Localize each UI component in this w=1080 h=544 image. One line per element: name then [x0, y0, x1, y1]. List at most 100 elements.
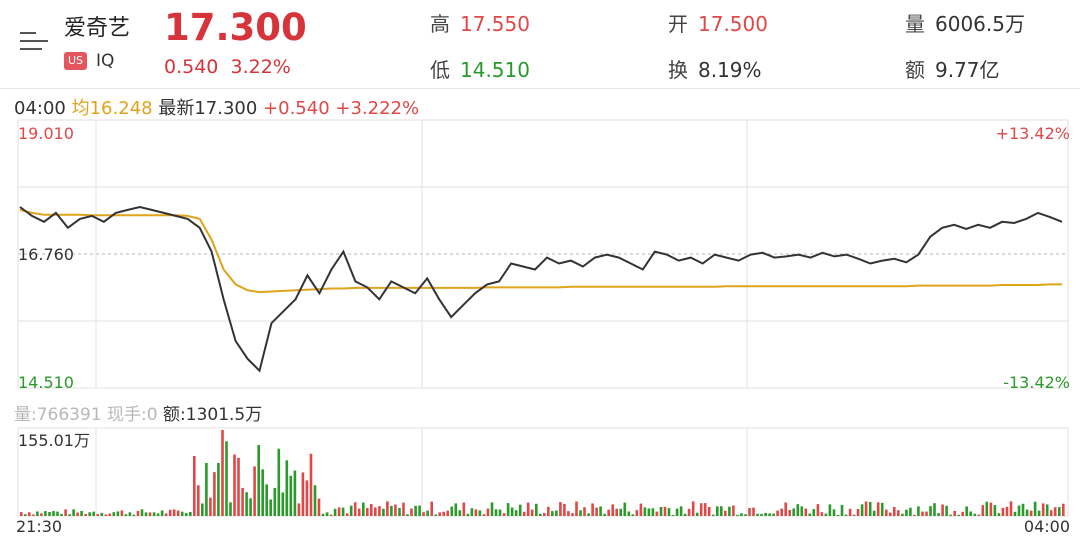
- volume-bar: [1017, 505, 1021, 516]
- volume-bar: [724, 510, 727, 516]
- volume-bar: [965, 506, 968, 516]
- volume-bar: [474, 509, 478, 516]
- volume-bar: [261, 469, 264, 516]
- info-avg-value: 16.248: [89, 98, 153, 119]
- volume-bar: [144, 512, 148, 516]
- volume-bar: [776, 510, 779, 516]
- stock-name: 爱奇艺: [64, 16, 131, 41]
- volume-bar: [961, 511, 964, 516]
- volume-bar: [941, 504, 944, 516]
- volume-bar: [221, 430, 224, 516]
- volume-bar: [933, 503, 936, 516]
- volume-bar: [607, 509, 610, 516]
- volume-bar: [293, 470, 297, 516]
- volume-bar: [406, 514, 409, 516]
- change-percent: 3.22%: [230, 56, 291, 78]
- volume-bar: [848, 508, 852, 516]
- volume-bar: [683, 513, 687, 516]
- volume-bar: [587, 513, 590, 516]
- vol-max-label: 155.01万: [18, 431, 90, 450]
- stat-open-label: 开: [668, 12, 688, 36]
- info-avg-label: 均: [71, 98, 90, 119]
- menu-icon[interactable]: [20, 30, 48, 52]
- stat-volume-label: 量: [905, 12, 925, 36]
- volume-bar: [184, 513, 188, 516]
- volume-bar: [180, 511, 184, 516]
- volume-bar: [64, 509, 67, 516]
- volume-bar: [535, 503, 538, 516]
- x-start-label: 21:30: [16, 517, 62, 536]
- volume-bar: [104, 514, 108, 516]
- volume-bar: [498, 509, 502, 516]
- volume-bar: [981, 505, 985, 516]
- y-tick-bottom: 14.510: [18, 373, 74, 392]
- volume-bar: [136, 510, 140, 516]
- volume-bar: [80, 511, 83, 516]
- volume-bar: [635, 510, 639, 516]
- pct-bottom: -13.42%: [1003, 373, 1070, 392]
- volume-bar: [816, 504, 820, 516]
- volume-bar: [567, 511, 570, 516]
- volume-bar: [667, 508, 671, 516]
- volume-bar: [530, 509, 534, 516]
- volume-bar: [539, 513, 542, 516]
- volume-bar: [675, 508, 679, 516]
- stat-turnover: 换 8.19%: [668, 54, 762, 83]
- volume-bar: [768, 513, 771, 516]
- info-bar: 04:00 均16.248 最新17.300 +0.540 +3.222%: [14, 94, 419, 120]
- price-line: [19, 205, 1063, 373]
- volume-bar: [651, 508, 655, 516]
- hand-value: 0: [146, 405, 158, 425]
- volume-bar: [108, 513, 112, 516]
- volume-bar: [671, 515, 675, 516]
- volume-bar: [957, 514, 960, 516]
- volume-bar: [502, 513, 506, 516]
- y-tick-mid: 16.760: [18, 245, 74, 264]
- volume-bar: [1053, 507, 1057, 516]
- volume-bar: [1025, 509, 1029, 516]
- volume-bar: [56, 511, 59, 516]
- volume-bar: [1037, 510, 1041, 516]
- volume-bar: [555, 510, 558, 516]
- volume-bar: [1001, 507, 1005, 516]
- volume-bar: [893, 507, 896, 516]
- volume-bar: [430, 501, 433, 516]
- volume-bar: [575, 501, 578, 516]
- volume-bar: [1045, 504, 1049, 516]
- volume-bar: [663, 506, 667, 516]
- stat-turnover-value: 8.19%: [698, 58, 762, 82]
- volume-bar: [583, 507, 586, 516]
- volume-bar: [92, 511, 95, 516]
- volume-bar: [913, 514, 916, 516]
- volume-bar: [317, 498, 321, 516]
- volume-bar: [193, 456, 196, 516]
- volume-bar: [905, 509, 908, 516]
- volume-bar: [269, 499, 272, 516]
- volume-bar: [852, 514, 856, 516]
- stat-high-value: 17.550: [460, 12, 530, 36]
- volume-bar: [366, 508, 369, 516]
- volume-info-bar: 量:766391 现手:0 额:1301.5万: [14, 400, 262, 425]
- volume-bar: [953, 510, 956, 516]
- volume-bar: [695, 512, 699, 516]
- volume-bar: [772, 513, 775, 516]
- volume-bar: [1058, 507, 1061, 516]
- volume-bar: [643, 507, 647, 516]
- volume-bar: [897, 510, 900, 516]
- volume-bar: [969, 511, 972, 516]
- volume-bar: [716, 506, 719, 516]
- volume-bar: [526, 502, 530, 516]
- volume-bar: [446, 510, 449, 516]
- volume-bar: [804, 508, 808, 516]
- volume-bar: [313, 485, 317, 516]
- volume-bar: [591, 503, 594, 516]
- volume-bar: [494, 509, 498, 516]
- volume-bar: [611, 504, 614, 516]
- volume-bar: [872, 510, 876, 516]
- volume-bar: [44, 511, 47, 516]
- volume-bar: [627, 511, 631, 516]
- volume-bar: [659, 507, 663, 516]
- volume-bar: [52, 511, 55, 516]
- volume-bar: [386, 501, 389, 516]
